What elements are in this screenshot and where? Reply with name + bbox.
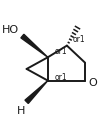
Text: HO: HO — [2, 25, 19, 35]
Polygon shape — [25, 81, 48, 103]
Text: or1: or1 — [54, 47, 67, 56]
Text: O: O — [88, 78, 97, 88]
Text: or1: or1 — [72, 35, 85, 44]
Text: or1: or1 — [54, 73, 67, 82]
Text: H: H — [17, 106, 26, 116]
Polygon shape — [21, 34, 48, 57]
